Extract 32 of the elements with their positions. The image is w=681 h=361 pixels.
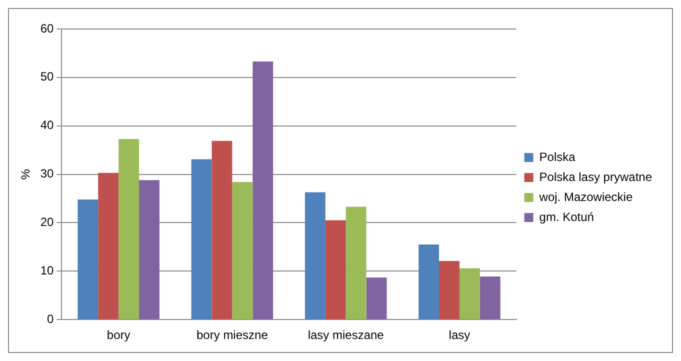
- bar: [139, 180, 160, 320]
- legend-label: woj. Mazowieckie: [538, 190, 633, 204]
- bar: [252, 61, 274, 320]
- y-tick-label: 0: [47, 312, 54, 326]
- bar: [418, 244, 440, 320]
- y-tick-label: 60: [40, 21, 54, 36]
- bar: [212, 140, 232, 320]
- x-tick-label: lasy mieszane: [308, 328, 384, 342]
- bar: [98, 172, 119, 320]
- y-tick-label: 20: [40, 215, 54, 230]
- y-tick-label: 30: [40, 166, 54, 181]
- legend-label: Polska: [539, 150, 576, 164]
- y-tick-label: 50: [40, 70, 54, 84]
- bar: [459, 268, 480, 320]
- bar: [118, 138, 140, 320]
- x-tick-label: lasy: [448, 328, 470, 342]
- bar: [346, 206, 366, 320]
- bar: [439, 260, 460, 320]
- bar: [480, 276, 500, 320]
- y-axis-title: %: [18, 168, 33, 180]
- legend-label: Polska lasy prywatne: [539, 170, 652, 184]
- x-tick-label: bory: [106, 328, 130, 342]
- bar: [366, 277, 387, 320]
- bar: [304, 192, 326, 320]
- x-tick-label: bory mieszne: [196, 328, 268, 342]
- bar: [232, 182, 253, 320]
- legend-label: gm. Kotuń: [539, 210, 594, 224]
- y-tick-label: 10: [40, 263, 54, 278]
- bar: [191, 159, 212, 320]
- bar: [78, 199, 98, 320]
- y-tick-label: 40: [40, 118, 54, 132]
- bar: [325, 220, 346, 320]
